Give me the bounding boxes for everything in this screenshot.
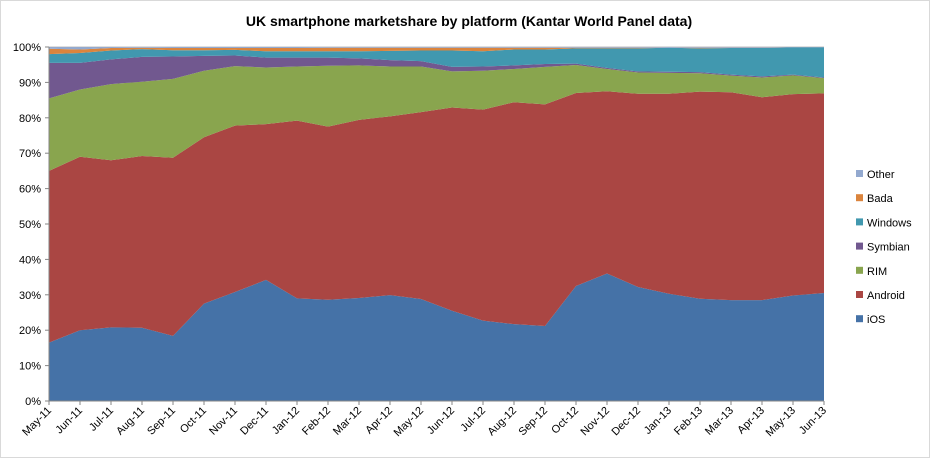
legend-item-windows: Windows xyxy=(856,217,912,229)
x-tick-label: Aug-12 xyxy=(486,405,520,439)
legend-item-bada: Bada xyxy=(856,193,894,205)
legend-swatch xyxy=(856,194,863,202)
legend-swatch xyxy=(856,242,863,250)
legend: Other Bada Windows Symbian RIM Android iOS xyxy=(856,169,912,326)
area-rim xyxy=(49,65,824,171)
x-tick-label: May-11 xyxy=(20,405,54,439)
x-tick-label: Jun-12 xyxy=(425,405,457,437)
y-tick-label: 60% xyxy=(19,184,41,196)
y-tick-label: 40% xyxy=(19,254,41,266)
x-tick-label: Jun-13 xyxy=(797,405,829,437)
legend-label: Windows xyxy=(867,217,912,229)
x-tick-label: Feb-13 xyxy=(672,405,705,438)
x-tick-label: Nov-12 xyxy=(579,405,613,439)
legend-item-ios: iOS xyxy=(856,314,885,326)
x-tick-label: Jan-13 xyxy=(642,405,674,437)
y-tick-label: 30% xyxy=(19,290,41,302)
y-tick-label: 0% xyxy=(25,396,41,408)
legend-swatch xyxy=(856,315,863,323)
y-tick-label: 70% xyxy=(19,148,41,160)
area-ios xyxy=(49,273,824,401)
legend-swatch xyxy=(856,218,863,226)
legend-item-other: Other xyxy=(856,169,895,181)
y-tick-label: 100% xyxy=(13,42,41,54)
y-tick-label: 20% xyxy=(19,325,41,337)
x-tick-label: Oct-11 xyxy=(178,405,209,436)
legend-swatch xyxy=(856,291,863,298)
legend-item-symbian: Symbian xyxy=(856,242,910,254)
x-tick-label: Jan-12 xyxy=(270,405,302,437)
x-tick-label: Nov-11 xyxy=(207,405,240,438)
x-tick-label: Apr-12 xyxy=(363,405,395,437)
area-windows xyxy=(49,47,824,78)
area-android xyxy=(49,91,824,343)
x-tick-label: Jul-11 xyxy=(87,405,116,434)
y-tick-label: 90% xyxy=(19,77,41,89)
x-tick-label: Jun-11 xyxy=(53,405,85,437)
legend-label: RIM xyxy=(867,266,887,278)
legend-label: Symbian xyxy=(867,242,910,254)
x-tick-label: May-13 xyxy=(764,405,798,439)
y-tick-label: 80% xyxy=(19,113,41,125)
legend-label: Android xyxy=(867,290,905,302)
legend-label: Bada xyxy=(867,193,894,205)
legend-swatch xyxy=(856,266,863,274)
x-tick-label: Aug-11 xyxy=(114,405,147,438)
x-tick-label: Oct-12 xyxy=(549,405,581,437)
chart-title: UK smartphone marketshare by platform (K… xyxy=(246,13,692,29)
area-symbian xyxy=(49,55,824,99)
x-tick-label: Feb-12 xyxy=(300,405,333,438)
axes xyxy=(48,47,824,402)
legend-label: iOS xyxy=(867,314,885,326)
y-tick-labels: 0% 10% 20% 30% 40% 50% 60% 70% 80% 90% 100% xyxy=(13,42,41,408)
legend-item-rim: RIM xyxy=(856,266,887,278)
x-tick-label: Jul-12 xyxy=(458,405,488,435)
legend-label: Other xyxy=(867,169,895,181)
x-tick-label: May-12 xyxy=(392,405,426,439)
x-tick-label: Dec-12 xyxy=(610,405,644,439)
x-tick-label: Sep-12 xyxy=(517,405,551,439)
legend-swatch xyxy=(856,170,863,177)
x-tick-label: Dec-11 xyxy=(238,405,271,438)
series-areas xyxy=(49,47,824,401)
area-bada xyxy=(49,47,824,55)
x-tick-label: Mar-12 xyxy=(331,405,364,438)
y-tick-label: 10% xyxy=(19,361,41,373)
legend-item-android: Android xyxy=(856,290,905,302)
x-tick-label: Sep-11 xyxy=(145,405,178,438)
x-tick-label: Mar-13 xyxy=(703,405,736,438)
area-other xyxy=(49,47,824,50)
y-tick-label: 50% xyxy=(19,219,41,231)
x-tick-label: Apr-13 xyxy=(735,405,767,437)
